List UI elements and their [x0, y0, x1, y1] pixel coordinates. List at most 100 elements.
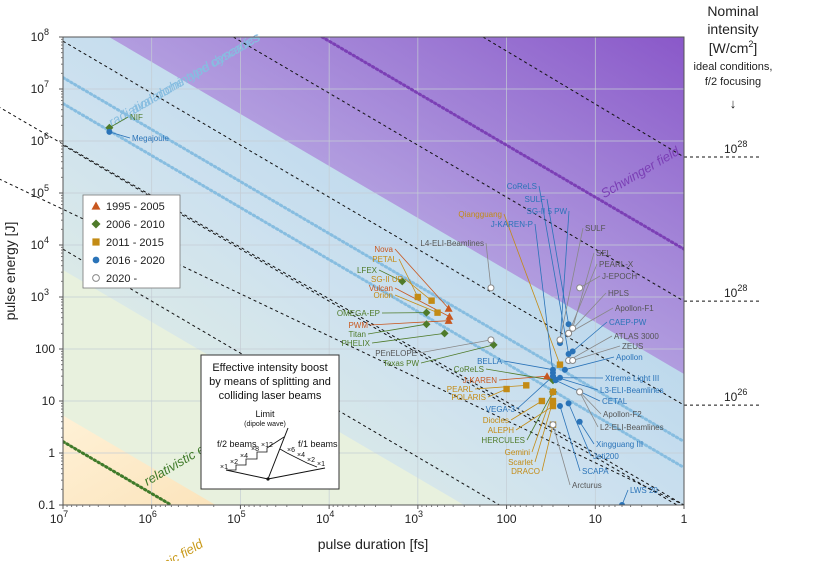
inset-origin	[266, 477, 269, 480]
intensity-boost-inset: Effective intensity boost by means of sp…	[201, 355, 339, 489]
x-tick-label: 100	[497, 512, 517, 526]
point-label: HERCULES	[481, 436, 525, 445]
point-label: OMEGA-EP	[337, 309, 380, 318]
inset-left-factor: ×4	[240, 453, 248, 460]
x-tick-label: 103	[405, 509, 423, 526]
point-label: PEnELOPE	[375, 349, 417, 358]
down-arrow-icon: ↓	[730, 96, 737, 111]
inset-right-factor: ×1	[317, 461, 325, 468]
y-tick-label: 10	[42, 394, 56, 408]
right-axis-title-line1: Nominal	[707, 3, 758, 19]
point-label: J-EPOCH	[602, 272, 637, 281]
data-point-caep-pw	[570, 348, 576, 354]
x-tick-label: 104	[316, 509, 334, 526]
inset-title-line2: by means of splitting and	[209, 376, 331, 388]
point-label: ZEUS	[622, 342, 643, 351]
point-label: Megajoule	[132, 134, 169, 143]
y-tick-label: 108	[31, 27, 49, 44]
point-label: PWM	[348, 321, 368, 330]
point-label: SG-II 5 PW	[527, 207, 568, 216]
inset-title-line3: colliding laser beams	[219, 390, 322, 402]
point-label: Diocles	[483, 416, 509, 425]
point-label: Nova	[374, 245, 393, 254]
point-label: NIF	[130, 113, 143, 122]
y-tick-label: 1	[48, 446, 55, 460]
data-point-l4-eli-beamlines	[488, 285, 494, 291]
legend-label: 2006 - 2010	[106, 219, 165, 231]
point-label: VEGA-3	[486, 405, 516, 414]
data-point-sulf	[557, 337, 563, 343]
data-point-apollon-f1	[566, 330, 572, 336]
legend-label: 1995 - 2005	[106, 201, 165, 213]
point-label: Xingguang III	[596, 440, 643, 449]
legend-marker	[93, 275, 100, 282]
intensity-label: 1026	[724, 387, 747, 404]
point-label: PETAL	[372, 255, 397, 264]
point-label: SG-II UP	[371, 275, 403, 284]
data-point-orion	[434, 309, 440, 315]
data-point-scarlet	[550, 398, 556, 404]
y-tick-label: 103	[31, 287, 49, 304]
right-axis-note-line2: f/2 focusing	[705, 76, 761, 88]
point-label: J-KAREN-P	[491, 220, 533, 229]
point-label: Xtreme Light III	[605, 374, 659, 383]
data-point-diocles	[539, 398, 545, 404]
point-label: Scarlet	[508, 458, 534, 467]
point-label: LFEX	[357, 266, 378, 275]
point-label: CETAL	[602, 397, 628, 406]
point-label: Apollon-F2	[603, 410, 642, 419]
data-point-sg-ii-up	[428, 297, 434, 303]
legend-marker	[93, 257, 100, 264]
data-point-scapa	[557, 403, 563, 409]
inset-limit-sub: (dipole wave)	[244, 421, 286, 428]
data-point-petal	[415, 294, 421, 300]
intensity-label: 1028	[724, 139, 747, 156]
point-label: PEARL-X	[599, 260, 634, 269]
right-axis-note-line1: ideal conditions,	[694, 61, 773, 73]
data-point-arcturus	[550, 422, 556, 428]
point-label: Texas PW	[383, 359, 419, 368]
point-label: Jeti200	[593, 452, 619, 461]
x-tick-label: 1	[681, 512, 688, 526]
point-label: SULF	[525, 195, 546, 204]
point-label: CoReLS	[507, 182, 537, 191]
point-label: L3-ELI-Beamlines	[600, 386, 664, 395]
point-label: Arcturus	[572, 481, 602, 490]
y-tick-label: 105	[31, 183, 49, 200]
inset-limit-label: Limit	[255, 409, 275, 419]
inset-right-factor: ×6	[287, 447, 295, 454]
inset-left-factor: ×8	[251, 446, 259, 453]
point-label: Apollon	[616, 353, 643, 362]
data-point-apollon	[562, 367, 568, 373]
data-point-j-epoch	[577, 285, 583, 291]
inset-right-factor: ×2	[307, 457, 315, 464]
intensity-label: 1028	[724, 283, 747, 300]
x-tick-label: 10	[589, 512, 603, 526]
data-point-polaris	[503, 386, 509, 392]
inset-right-label: f/1 beams	[298, 439, 338, 449]
point-label: DRACO	[511, 467, 540, 476]
point-label: POLARIS	[451, 393, 486, 402]
inset-title-line1: Effective intensity boost	[212, 362, 327, 374]
data-point-vega-3	[550, 373, 556, 379]
x-axis-title: pulse duration [fs]	[318, 536, 429, 552]
legend-marker	[92, 238, 99, 245]
legend-label: 2020 -	[106, 273, 138, 285]
point-label: Qiangguang	[458, 210, 502, 219]
point-label: SCAPA	[582, 467, 609, 476]
y-tick-label: 0.1	[38, 498, 55, 512]
legend-label: 2016 - 2020	[106, 255, 165, 267]
right-axis-title-line3: [W/cm2]	[709, 39, 758, 56]
data-point-pearl	[523, 382, 529, 388]
regime-label: atomic field	[141, 536, 206, 561]
point-label: CAEP-PW	[609, 318, 647, 327]
data-point-gemini	[550, 389, 556, 395]
x-tick-label: 106	[139, 509, 157, 526]
inset-left-factor: ×1	[220, 464, 228, 471]
point-label: LWS 20	[630, 486, 658, 495]
y-tick-label: 106	[31, 131, 49, 148]
y-tick-label: 104	[31, 235, 49, 252]
